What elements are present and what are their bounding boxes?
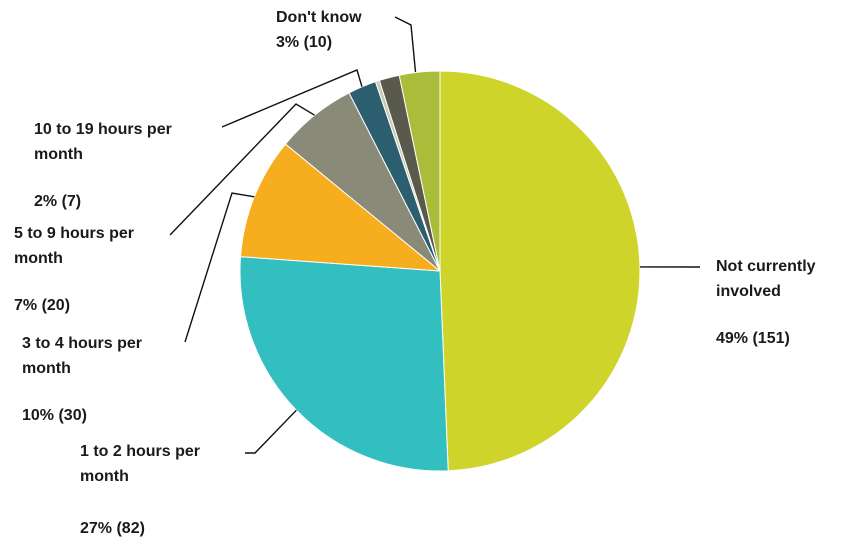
slice-value-5-to-9-hours-per-month: 7% (20) [14,297,70,314]
slice-value-not-currently-involved: 49% (151) [716,330,790,347]
leader-line-don-t-know [395,17,416,72]
slice-value-1-to-2-hours-per-month: 27% (82) [80,520,145,537]
pie-slice-1-to-2-hours-per-month [240,257,448,471]
slice-value-don-t-know: 3% (10) [276,34,332,51]
slice-label-don-t-know: Don't know [276,9,362,26]
slice-value-10-to-19-hours-per-month: 2% (7) [34,193,81,210]
pie-slice-not-currently-involved [440,71,640,471]
pie-slices [240,71,640,471]
slice-value-3-to-4-hours-per-month: 10% (30) [22,407,87,424]
leader-line-1-to-2-hours-per-month [245,410,296,453]
